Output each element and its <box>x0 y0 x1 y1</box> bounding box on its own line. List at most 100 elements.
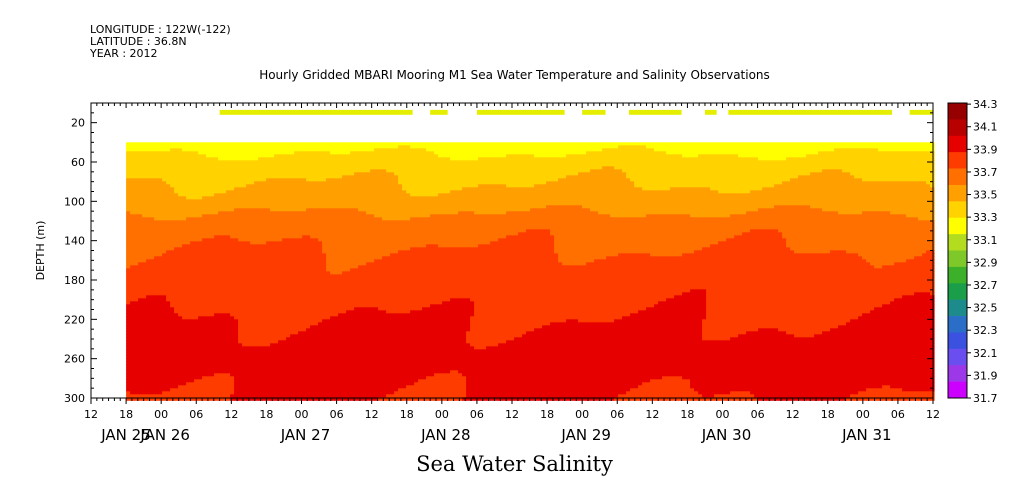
contour-cell <box>194 325 199 329</box>
contour-cell <box>242 157 247 161</box>
contour-cell <box>170 226 175 230</box>
contour-cell <box>306 325 311 329</box>
contour-cell <box>350 220 355 224</box>
contour-cell <box>230 217 235 221</box>
contour-cell <box>150 223 155 227</box>
contour-cell <box>246 391 251 395</box>
contour-cell <box>162 298 167 302</box>
contour-cell <box>234 181 239 185</box>
contour-cell <box>222 382 227 386</box>
contour-cell <box>146 331 151 335</box>
contour-cell <box>206 331 211 335</box>
contour-cell <box>310 292 315 296</box>
contour-cell <box>322 187 327 191</box>
contour-cell <box>146 175 151 179</box>
contour-cell <box>262 328 267 332</box>
contour-cell <box>278 259 283 263</box>
contour-cell <box>250 286 255 290</box>
contour-cell <box>230 202 235 206</box>
contour-cell <box>190 364 195 368</box>
contour-cell <box>354 223 359 227</box>
contour-cell <box>218 145 223 149</box>
contour-cell <box>190 337 195 341</box>
contour-cell <box>334 187 339 191</box>
contour-cell <box>134 241 139 245</box>
contour-cell <box>174 334 179 338</box>
contour-cell <box>202 370 207 374</box>
contour-cell <box>246 232 251 236</box>
contour-cell <box>350 178 355 182</box>
contour-cell <box>314 352 319 356</box>
contour-cell <box>202 340 207 344</box>
contour-cell <box>214 148 219 152</box>
contour-cell <box>186 310 191 314</box>
contour-cell <box>198 244 203 248</box>
contour-cell <box>206 292 211 296</box>
contour-cell <box>322 364 327 368</box>
contour-cell <box>226 208 231 212</box>
contour-cell <box>146 283 151 287</box>
contour-cell <box>178 331 183 335</box>
contour-cell <box>210 244 215 248</box>
contour-cell <box>262 376 267 380</box>
contour-cell <box>186 298 191 302</box>
contour-cell <box>202 304 207 308</box>
contour-cell <box>142 184 147 188</box>
contour-cell <box>154 235 159 239</box>
contour-cell <box>210 190 215 194</box>
contour-cell <box>262 298 267 302</box>
contour-cell <box>270 352 275 356</box>
contour-cell <box>194 229 199 233</box>
contour-cell <box>150 211 155 215</box>
contour-cell <box>246 229 251 233</box>
contour-cell <box>226 175 231 179</box>
contour-cell <box>350 268 355 272</box>
contour-cell <box>222 238 227 242</box>
contour-cell <box>134 394 139 398</box>
contour-cell <box>202 358 207 362</box>
contour-cell <box>162 292 167 296</box>
contour-cell <box>202 163 207 167</box>
contour-cell <box>282 337 287 341</box>
contour-cell <box>306 337 311 341</box>
contour-cell <box>130 196 135 200</box>
contour-cell <box>298 346 303 350</box>
contour-cell <box>190 385 195 389</box>
contour-cell <box>354 391 359 395</box>
contour-cell <box>206 394 211 398</box>
contour-cell <box>250 253 255 256</box>
contour-cell <box>282 187 287 191</box>
contour-cell <box>242 169 247 173</box>
contour-cell <box>342 337 347 341</box>
contour-cell <box>330 337 335 341</box>
contour-cell <box>226 388 231 392</box>
contour-cell <box>274 334 279 338</box>
contour-cell <box>314 253 319 256</box>
contour-cell <box>310 274 315 278</box>
contour-cell <box>214 337 219 341</box>
contour-cell <box>294 217 299 221</box>
contour-cell <box>210 337 215 341</box>
contour-cell <box>174 208 179 212</box>
contour-cell <box>294 145 299 149</box>
contour-cell <box>130 232 135 236</box>
contour-cell <box>274 232 279 236</box>
contour-cell <box>178 205 183 209</box>
contour-cell <box>138 343 143 347</box>
contour-cell <box>214 352 219 356</box>
contour-cell <box>326 181 331 185</box>
contour-cell <box>242 247 247 251</box>
contour-cell <box>134 253 139 256</box>
contour-cell <box>250 160 255 164</box>
contour-cell <box>138 244 143 248</box>
contour-cell <box>202 184 207 188</box>
contour-cell <box>230 235 235 239</box>
contour-cell <box>334 337 339 341</box>
contour-cell <box>142 250 147 254</box>
contour-cell <box>146 370 151 374</box>
contour-cell <box>178 367 183 371</box>
contour-cell <box>250 355 255 359</box>
contour-cell <box>314 391 319 395</box>
contour-cell <box>322 196 327 200</box>
contour-cell <box>290 229 295 233</box>
